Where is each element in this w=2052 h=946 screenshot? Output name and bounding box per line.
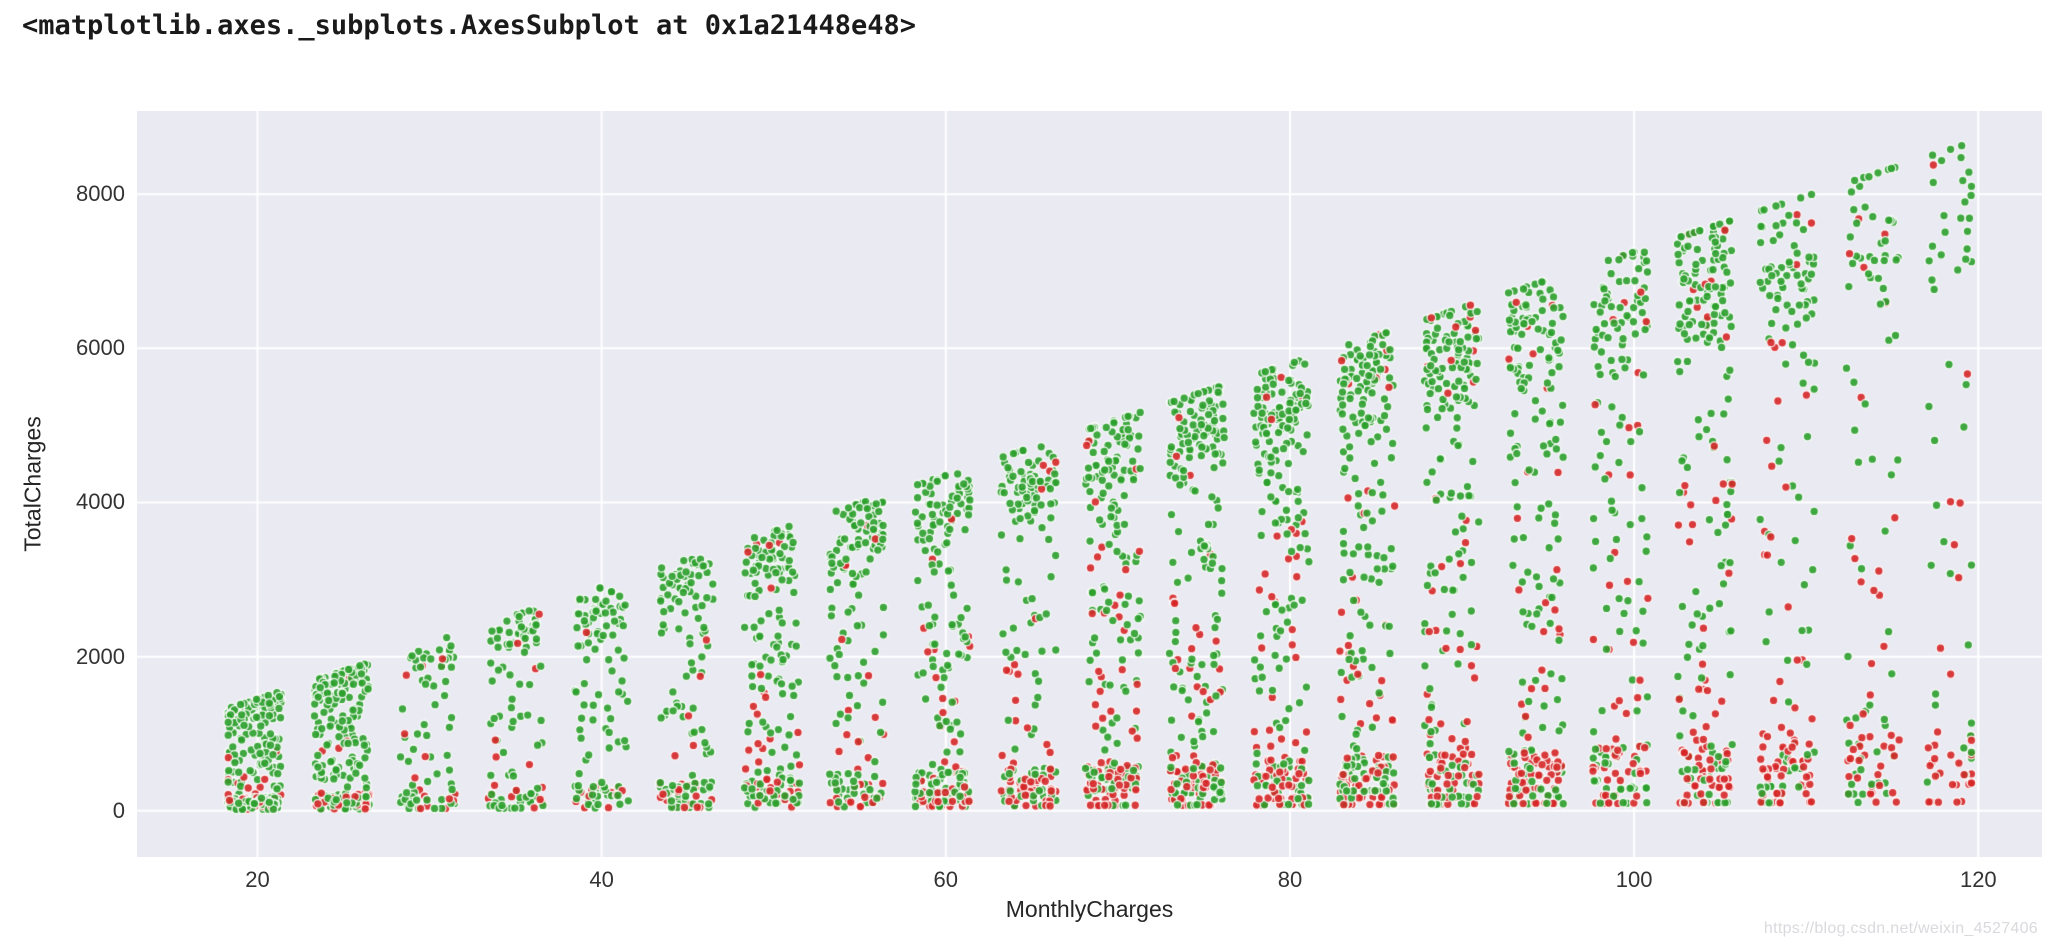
x-tick-label: 40 xyxy=(589,867,614,892)
y-axis-label: TotalCharges xyxy=(19,416,46,552)
x-axis-label: MonthlyCharges xyxy=(1005,896,1174,922)
x-tick-label: 20 xyxy=(245,867,270,892)
scatter-canvas xyxy=(137,111,2042,857)
axes-repr-text: <matplotlib.axes._subplots.AxesSubplot a… xyxy=(22,10,917,41)
x-tick-label: 80 xyxy=(1277,867,1303,892)
y-tick-label: 6000 xyxy=(76,335,125,361)
y-tick-label: 0 xyxy=(112,797,125,823)
x-tick-label: 120 xyxy=(1959,867,1997,892)
watermark: https://blog.csdn.net/weixin_4527406 xyxy=(1763,920,2038,937)
y-tick-label: 2000 xyxy=(76,643,125,669)
plot-axes-area xyxy=(137,111,2042,857)
y-tick-label: 4000 xyxy=(76,489,125,515)
y-tick-label: 8000 xyxy=(76,181,125,207)
x-tick-label: 100 xyxy=(1615,867,1653,892)
x-tick-label: 60 xyxy=(933,867,959,892)
